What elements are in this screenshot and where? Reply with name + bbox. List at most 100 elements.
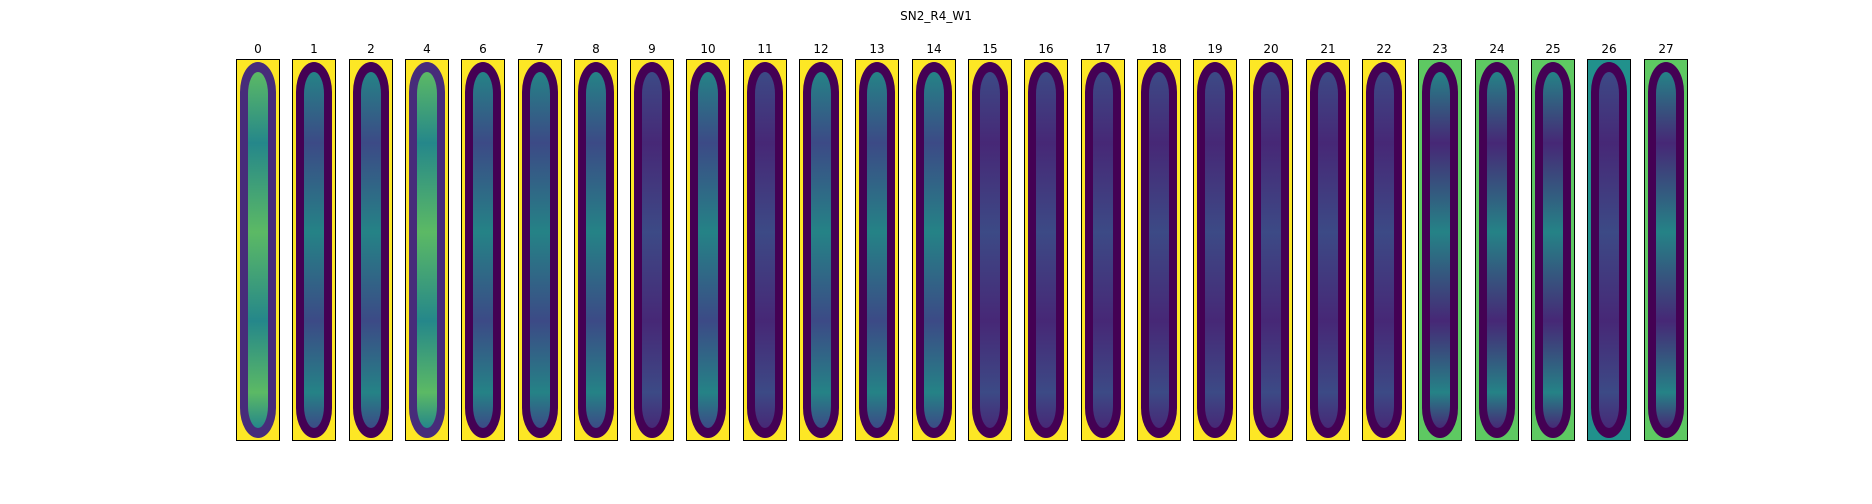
cell-interior	[1374, 72, 1394, 428]
panel-label: 18	[1151, 42, 1167, 56]
cell-interior	[304, 72, 324, 428]
cell-image	[855, 59, 899, 441]
cell-interior	[811, 72, 831, 428]
panel-label: 22	[1376, 42, 1392, 56]
panel-label: 27	[1658, 42, 1674, 56]
cell-interior	[1205, 72, 1225, 428]
image-panel-14: 14	[912, 42, 956, 441]
image-panel-15: 15	[968, 42, 1012, 441]
cell-interior	[417, 72, 437, 428]
cell-image	[574, 59, 618, 441]
image-panel-2: 2	[349, 42, 393, 441]
cell-image	[1644, 59, 1688, 441]
cell-image	[518, 59, 562, 441]
panel-label: 10	[700, 42, 716, 56]
panel-label: 19	[1207, 42, 1223, 56]
panel-label: 11	[757, 42, 773, 56]
cell-image	[1306, 59, 1350, 441]
panel-label: 24	[1489, 42, 1505, 56]
cell-interior	[530, 72, 550, 428]
image-panel-26: 26	[1587, 42, 1631, 441]
panel-label: 21	[1320, 42, 1336, 56]
cell-interior	[1487, 72, 1507, 428]
panel-label: 6	[479, 42, 487, 56]
cell-image	[405, 59, 449, 441]
cell-interior	[1261, 72, 1281, 428]
image-panel-27: 27	[1644, 42, 1688, 441]
image-panel-24: 24	[1475, 42, 1519, 441]
cell-image	[630, 59, 674, 441]
cell-image	[1418, 59, 1462, 441]
image-panel-11: 11	[743, 42, 787, 441]
image-panel-6: 6	[461, 42, 505, 441]
cell-interior	[1149, 72, 1169, 428]
image-panel-16: 16	[1024, 42, 1068, 441]
cell-image	[1475, 59, 1519, 441]
panel-label: 1	[310, 42, 318, 56]
panel-label: 25	[1545, 42, 1561, 56]
panel-label: 16	[1038, 42, 1054, 56]
image-panel-19: 19	[1193, 42, 1237, 441]
panel-label: 15	[982, 42, 998, 56]
cell-image	[461, 59, 505, 441]
cell-image	[236, 59, 280, 441]
cell-image	[912, 59, 956, 441]
cell-image	[686, 59, 730, 441]
cell-interior	[867, 72, 887, 428]
cell-image	[349, 59, 393, 441]
image-panel-21: 21	[1306, 42, 1350, 441]
cell-interior	[248, 72, 268, 428]
cell-interior	[1656, 72, 1676, 428]
cell-image	[1081, 59, 1125, 441]
image-panel-20: 20	[1249, 42, 1293, 441]
image-panel-8: 8	[574, 42, 618, 441]
panel-label: 7	[536, 42, 544, 56]
cell-interior	[1543, 72, 1563, 428]
cell-interior	[1036, 72, 1056, 428]
panel-label: 9	[648, 42, 656, 56]
panel-label: 23	[1432, 42, 1448, 56]
image-panel-17: 17	[1081, 42, 1125, 441]
cell-image	[1362, 59, 1406, 441]
image-panel-9: 9	[630, 42, 674, 441]
cell-interior	[586, 72, 606, 428]
panel-label: 13	[869, 42, 885, 56]
cell-interior	[473, 72, 493, 428]
cell-interior	[361, 72, 381, 428]
image-panel-25: 25	[1531, 42, 1575, 441]
cell-interior	[1599, 72, 1619, 428]
cell-image	[1137, 59, 1181, 441]
cell-interior	[924, 72, 944, 428]
panel-label: 4	[423, 42, 431, 56]
image-panel-22: 22	[1362, 42, 1406, 441]
cell-interior	[1093, 72, 1113, 428]
panel-label: 14	[926, 42, 942, 56]
cell-image	[968, 59, 1012, 441]
panel-label: 2	[367, 42, 375, 56]
panel-label: 12	[813, 42, 829, 56]
cell-image	[1587, 59, 1631, 441]
cell-image	[292, 59, 336, 441]
panel-label: 17	[1095, 42, 1111, 56]
cell-image	[1531, 59, 1575, 441]
image-panel-1: 1	[292, 42, 336, 441]
image-panel-23: 23	[1418, 42, 1462, 441]
cell-image	[743, 59, 787, 441]
image-panel-10: 10	[686, 42, 730, 441]
cell-image	[1193, 59, 1237, 441]
panel-label: 26	[1601, 42, 1617, 56]
cell-image	[799, 59, 843, 441]
image-panel-12: 12	[799, 42, 843, 441]
panel-label: 8	[592, 42, 600, 56]
cell-interior	[642, 72, 662, 428]
cell-interior	[1318, 72, 1338, 428]
figure-title: SN2_R4_W1	[900, 9, 972, 23]
image-panel-13: 13	[855, 42, 899, 441]
image-panel-4: 4	[405, 42, 449, 441]
cell-image	[1249, 59, 1293, 441]
image-panel-7: 7	[518, 42, 562, 441]
panel-label: 0	[254, 42, 262, 56]
panel-label: 20	[1263, 42, 1279, 56]
cell-interior	[1430, 72, 1450, 428]
